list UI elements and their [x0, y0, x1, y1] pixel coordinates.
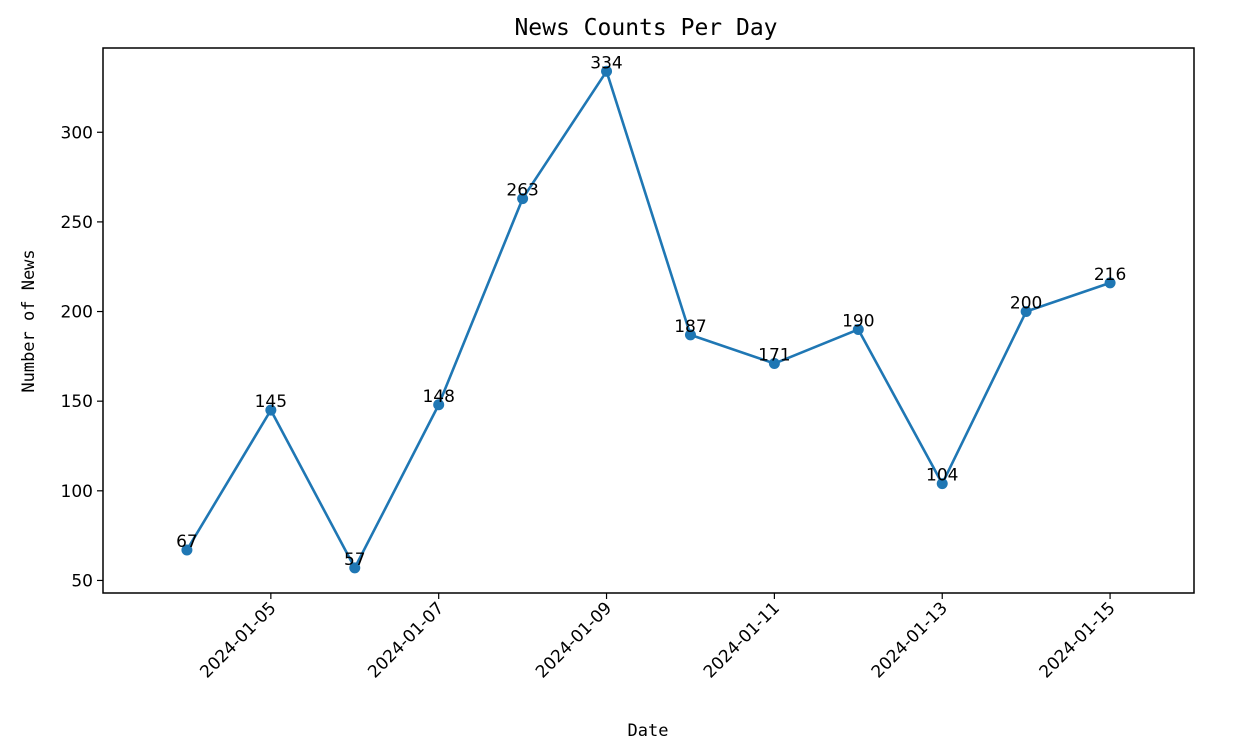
y-tick-label: 200 [61, 303, 93, 323]
y-tick-label: 50 [71, 571, 93, 591]
x-axis-label: Date [628, 721, 669, 741]
data-label: 263 [506, 181, 538, 201]
data-point [181, 544, 193, 556]
data-label: 187 [674, 317, 706, 337]
data-label: 334 [590, 53, 622, 73]
data-label-layer: 67 145 57 148 263 334 187 171 190 104 200 216 [176, 53, 1126, 570]
data-label: 200 [1010, 294, 1042, 314]
data-point [684, 329, 696, 341]
series-layer [185, 70, 1112, 570]
x-tick-label: 2024-01-11 [700, 598, 784, 682]
data-label: 67 [176, 532, 198, 552]
data-label: 104 [926, 466, 958, 486]
data-label: 145 [255, 392, 287, 412]
data-point [1020, 306, 1032, 318]
data-label: 57 [344, 550, 366, 570]
data-point [936, 478, 948, 490]
y-tick-label: 100 [61, 482, 93, 502]
y-axis: 50 100 150 200 250 300 [61, 123, 103, 591]
plot-area-frame [102, 47, 1195, 594]
data-point [601, 65, 613, 77]
data-label: 148 [422, 387, 454, 407]
data-point [433, 399, 445, 411]
data-point [265, 404, 277, 416]
y-tick-label: 250 [61, 213, 93, 233]
data-point [768, 358, 780, 370]
x-tick-label: 2024-01-05 [196, 598, 280, 682]
x-tick-label: 2024-01-15 [1036, 598, 1120, 682]
series-line [185, 70, 1112, 570]
data-point [349, 562, 361, 574]
x-tick-label: 2024-01-09 [532, 598, 616, 682]
data-point [852, 323, 864, 335]
chart-title: News Counts Per Day [514, 15, 777, 41]
y-axis-label: Number of News [19, 249, 39, 392]
data-label: 190 [842, 311, 874, 331]
data-point [1104, 277, 1116, 289]
data-label: 171 [758, 346, 790, 366]
y-tick-label: 300 [61, 123, 93, 143]
x-axis: 2024-01-05 2024-01-07 2024-01-09 2024-01-11… [196, 593, 1120, 682]
data-point [517, 193, 529, 205]
x-tick-label: 2024-01-07 [364, 598, 448, 682]
y-tick-label: 150 [61, 392, 93, 412]
x-tick-label: 2024-01-13 [868, 598, 952, 682]
data-label: 216 [1094, 265, 1126, 285]
point-layer [181, 65, 1116, 574]
